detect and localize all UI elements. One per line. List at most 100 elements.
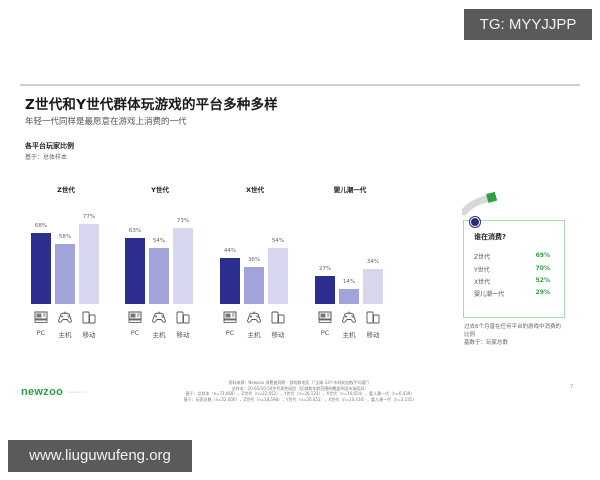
bar-主机: 58% — [55, 234, 75, 304]
bar-fill — [268, 248, 288, 304]
bar-移动: 34% — [363, 259, 383, 304]
category-label: PC — [225, 329, 235, 337]
bar-value-label: 63% — [128, 228, 142, 234]
bar-PC: 63% — [125, 228, 145, 304]
coin-slot-decoration-icon — [462, 191, 498, 216]
bar-fill — [315, 276, 335, 304]
bar-value-label: 54% — [271, 238, 285, 244]
spending-note-line: 过去6个月曾在任何平台的游戏中消费的 — [464, 324, 562, 330]
bar-移动: 73% — [173, 218, 193, 304]
bar-value-label: 27% — [318, 266, 332, 272]
slide-title: Z世代和Y世代群体玩游戏的平台多种多样 — [25, 97, 278, 113]
dollar-coin-icon — [470, 217, 480, 227]
category-label: 移动 — [366, 331, 380, 339]
bar-value-label: 14% — [342, 279, 356, 285]
bar-value-label: 77% — [82, 214, 96, 220]
bar-value-label: 68% — [34, 223, 48, 229]
spending-note: 过去6个月曾在任何平台的游戏中消费的 比例 基数于：玩家总数 — [464, 323, 572, 347]
category-label: PC — [130, 329, 140, 337]
chart-group-title: X世代 — [245, 186, 264, 194]
bar-主机: 54% — [149, 238, 169, 304]
slide-subtitle: 年轻一代同样是最愿意在游戏上消费的一代 — [25, 117, 187, 127]
chart-group: X世代 44% PC 36% 主机 54% 移动 — [220, 184, 310, 364]
spending-row: Y世代 70% — [474, 265, 556, 275]
chart-group-title: Z世代 — [57, 186, 75, 194]
bar-PC: 68% — [31, 223, 51, 304]
bar-fill — [79, 224, 99, 304]
chart-group: Z世代 68% PC 58% 主机 77% 移动 — [31, 184, 121, 364]
chart-group: 婴儿潮一代 27% PC 14% 主机 34% 移动 — [315, 184, 405, 364]
spending-note-base: 基数于：玩家总数 — [464, 340, 509, 346]
page-number: 7 — [570, 384, 574, 390]
bar-fill — [339, 289, 359, 304]
category-label: PC — [36, 329, 46, 337]
pc-icon — [31, 309, 51, 325]
bar-value-label: 54% — [152, 238, 166, 244]
spending-note-line: 比例 — [464, 332, 476, 338]
spending-row: 婴儿潮一代 29% — [474, 289, 556, 299]
bar-value-label: 44% — [223, 248, 237, 254]
source-line: 基于：总样本（n=72,068），Z世代（n=22,652），Y世代（n=26,… — [185, 391, 415, 396]
bar-fill — [244, 267, 264, 304]
category-label: 移动 — [176, 331, 190, 339]
bar-移动: 54% — [268, 238, 288, 304]
watermark-website: www.liuguwufeng.org — [8, 440, 192, 472]
newzoo-logo: newzoo — [21, 386, 64, 398]
bar-fill — [220, 258, 240, 304]
gamepad-icon — [244, 309, 264, 325]
bar-value-label: 58% — [58, 234, 72, 240]
slide: Z世代和Y世代群体玩游戏的平台多种多样 年轻一代同样是最愿意在游戏上消费的一代 … — [0, 80, 600, 410]
bar-fill — [125, 238, 145, 304]
category-label: 主机 — [342, 331, 356, 339]
spending-row-label: Z世代 — [474, 254, 491, 261]
category-label: 移动 — [271, 331, 285, 339]
chart-group-title: Y世代 — [151, 186, 169, 194]
category-label: 主机 — [247, 331, 261, 339]
bar-PC: 44% — [220, 248, 240, 304]
mobile-icon — [268, 309, 288, 325]
spending-row: X世代 52% — [474, 277, 556, 287]
source-notes: 资料来源：Newzoo 消费者洞察 - 游戏和电竞（"全球-33个市场的加权平均… — [150, 380, 450, 402]
spending-row-value: 29% — [535, 289, 550, 296]
bar-PC: 27% — [315, 266, 335, 304]
bar-value-label: 34% — [366, 259, 380, 265]
gamepad-icon — [339, 309, 359, 325]
mobile-icon — [79, 309, 99, 325]
bar-fill — [173, 228, 193, 304]
category-label: 移动 — [82, 331, 96, 339]
watermark-telegram: TG: MYYJJPP — [464, 9, 592, 40]
source-line: 资料来源：Newzoo 消费者洞察 - 游戏和电竞（"全球-33个市场的加权平均… — [228, 380, 372, 385]
spending-row-label: Y世代 — [474, 267, 490, 274]
logo-subtext: | newzoo.com — [66, 390, 87, 394]
spending-panel: 谁在消费? Z世代 69% Y世代 70% X世代 52% 婴儿潮一代 29% — [463, 220, 565, 318]
bar-fill — [31, 233, 51, 304]
pc-icon — [125, 309, 145, 325]
gamepad-icon — [149, 309, 169, 325]
spending-row: Z世代 69% — [474, 252, 556, 262]
bar-value-label: 36% — [247, 257, 261, 263]
source-line: 基于：玩家总数（n=52,000），Z世代（n=18,598），Y世代（n=20… — [183, 396, 417, 402]
spending-row-value: 69% — [535, 252, 550, 259]
top-divider — [20, 84, 580, 86]
bar-value-label: 73% — [176, 218, 190, 224]
mobile-icon — [173, 309, 193, 325]
bar-fill — [149, 248, 169, 304]
category-label: PC — [320, 329, 330, 337]
category-label: 主机 — [152, 331, 166, 339]
bar-fill — [363, 269, 383, 304]
bar-fill — [55, 244, 75, 304]
source-line: 总样本：10-65/10-50岁代表性网民（区域和年龄范围的覆盖率因市场而异） — [231, 385, 369, 391]
chart-base-note: 基于：总体样本 — [25, 154, 68, 161]
bar-主机: 14% — [339, 279, 359, 304]
bar-移动: 77% — [79, 214, 99, 304]
category-label: 主机 — [58, 331, 72, 339]
pc-icon — [220, 309, 240, 325]
chart-title: 各平台玩家比例 — [25, 142, 74, 150]
spending-row-value: 52% — [535, 277, 550, 284]
gamepad-icon — [55, 309, 75, 325]
spending-row-value: 70% — [535, 265, 550, 272]
chart-group: Y世代 63% PC 54% 主机 73% 移动 — [125, 184, 215, 364]
pc-icon — [315, 309, 335, 325]
bar-主机: 36% — [244, 257, 264, 304]
spending-row-label: X世代 — [474, 279, 491, 286]
